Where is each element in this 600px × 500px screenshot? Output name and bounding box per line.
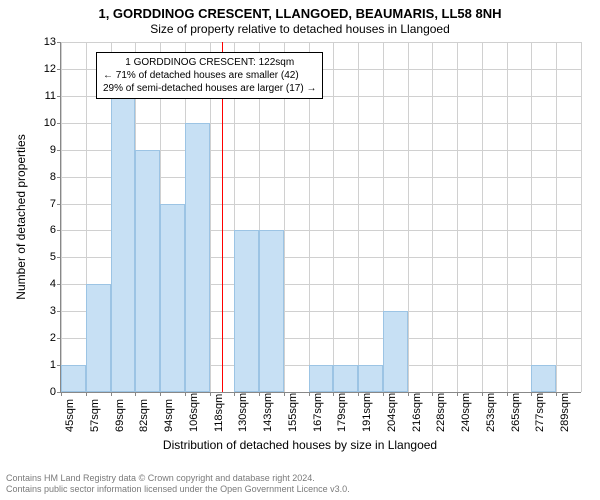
histogram-bar xyxy=(185,123,210,392)
x-tick-label: 94sqm xyxy=(163,399,175,432)
x-tick-label: 277sqm xyxy=(534,393,546,432)
y-tick-label: 13 xyxy=(26,36,56,48)
x-tick-mark xyxy=(457,392,458,396)
x-tick-label: 228sqm xyxy=(435,393,447,432)
gridline-v xyxy=(333,42,334,392)
x-tick-mark xyxy=(358,392,359,396)
annotation-line1: 1 GORDDINOG CRESCENT: 122sqm xyxy=(103,56,316,69)
x-tick-label: 253sqm xyxy=(485,393,497,432)
y-axis-label: Number of detached properties xyxy=(14,134,28,299)
chart-title-main: 1, GORDDINOG CRESCENT, LLANGOED, BEAUMAR… xyxy=(0,6,600,21)
x-tick-label: 82sqm xyxy=(138,399,150,432)
annotation-line3: 29% of semi-detached houses are larger (… xyxy=(103,82,316,95)
histogram-bar xyxy=(309,365,334,392)
y-tick-label: 10 xyxy=(26,117,56,129)
histogram-bar xyxy=(531,365,556,392)
histogram-bar xyxy=(86,284,111,392)
y-tick-label: 0 xyxy=(26,386,56,398)
annotation-box: 1 GORDDINOG CRESCENT: 122sqm ← 71% of de… xyxy=(96,52,323,99)
y-tick-label: 2 xyxy=(26,332,56,344)
histogram-bar xyxy=(358,365,383,392)
x-tick-label: 130sqm xyxy=(237,393,249,432)
x-tick-mark xyxy=(210,392,211,396)
x-tick-label: 265sqm xyxy=(510,393,522,432)
x-tick-label: 69sqm xyxy=(114,399,126,432)
x-tick-label: 106sqm xyxy=(188,393,200,432)
annotation-line2: ← 71% of detached houses are smaller (42… xyxy=(103,69,316,82)
gridline-h xyxy=(61,123,581,124)
x-tick-label: 167sqm xyxy=(312,393,324,432)
histogram-bar xyxy=(234,230,259,392)
x-tick-mark xyxy=(160,392,161,396)
x-tick-mark xyxy=(333,392,334,396)
gridline-v xyxy=(432,42,433,392)
gridline-v xyxy=(61,42,62,392)
x-tick-mark xyxy=(383,392,384,396)
gridline-v xyxy=(507,42,508,392)
x-tick-label: 216sqm xyxy=(411,393,423,432)
x-tick-label: 118sqm xyxy=(213,394,225,432)
x-tick-mark xyxy=(531,392,532,396)
gridline-v xyxy=(408,42,409,392)
gridline-v xyxy=(581,42,582,392)
x-tick-mark xyxy=(61,392,62,396)
y-tick-label: 12 xyxy=(26,63,56,75)
y-tick-label: 9 xyxy=(26,144,56,156)
x-tick-mark xyxy=(408,392,409,396)
x-tick-label: 204sqm xyxy=(386,393,398,432)
histogram-bar xyxy=(333,365,358,392)
gridline-v xyxy=(457,42,458,392)
histogram-bar xyxy=(259,230,284,392)
attribution-line2: Contains public sector information licen… xyxy=(6,484,350,496)
x-tick-mark xyxy=(507,392,508,396)
x-tick-label: 240sqm xyxy=(460,393,472,432)
y-tick-label: 1 xyxy=(26,359,56,371)
attribution-line1: Contains HM Land Registry data © Crown c… xyxy=(6,473,350,485)
x-tick-mark xyxy=(482,392,483,396)
x-tick-mark xyxy=(309,392,310,396)
x-tick-label: 179sqm xyxy=(336,393,348,432)
y-tick-label: 7 xyxy=(26,198,56,210)
histogram-bar xyxy=(111,96,136,392)
x-tick-label: 191sqm xyxy=(361,393,373,432)
x-tick-mark xyxy=(234,392,235,396)
histogram-bar xyxy=(160,204,185,392)
x-tick-label: 289sqm xyxy=(559,393,571,432)
x-axis-label: Distribution of detached houses by size … xyxy=(0,438,600,452)
attribution: Contains HM Land Registry data © Crown c… xyxy=(6,473,350,496)
x-tick-label: 57sqm xyxy=(89,399,101,432)
x-tick-mark xyxy=(432,392,433,396)
chart-title-sub: Size of property relative to detached ho… xyxy=(0,22,600,36)
x-tick-mark xyxy=(111,392,112,396)
y-tick-label: 11 xyxy=(26,90,56,102)
gridline-h xyxy=(61,42,581,43)
x-tick-mark xyxy=(556,392,557,396)
chart-container: 1, GORDDINOG CRESCENT, LLANGOED, BEAUMAR… xyxy=(0,0,600,500)
y-tick-label: 4 xyxy=(26,278,56,290)
x-tick-label: 45sqm xyxy=(64,399,76,432)
gridline-v xyxy=(358,42,359,392)
y-tick-label: 6 xyxy=(26,224,56,236)
x-tick-mark xyxy=(259,392,260,396)
y-tick-label: 5 xyxy=(26,251,56,263)
histogram-bar xyxy=(61,365,86,392)
x-tick-label: 143sqm xyxy=(262,393,274,432)
gridline-v xyxy=(531,42,532,392)
gridline-v xyxy=(556,42,557,392)
y-tick-label: 8 xyxy=(26,171,56,183)
y-tick-label: 3 xyxy=(26,305,56,317)
histogram-bar xyxy=(383,311,408,392)
gridline-v xyxy=(482,42,483,392)
x-tick-label: 155sqm xyxy=(287,393,299,432)
x-tick-mark xyxy=(284,392,285,396)
x-tick-mark xyxy=(185,392,186,396)
x-tick-mark xyxy=(86,392,87,396)
histogram-bar xyxy=(135,150,160,392)
x-tick-mark xyxy=(135,392,136,396)
